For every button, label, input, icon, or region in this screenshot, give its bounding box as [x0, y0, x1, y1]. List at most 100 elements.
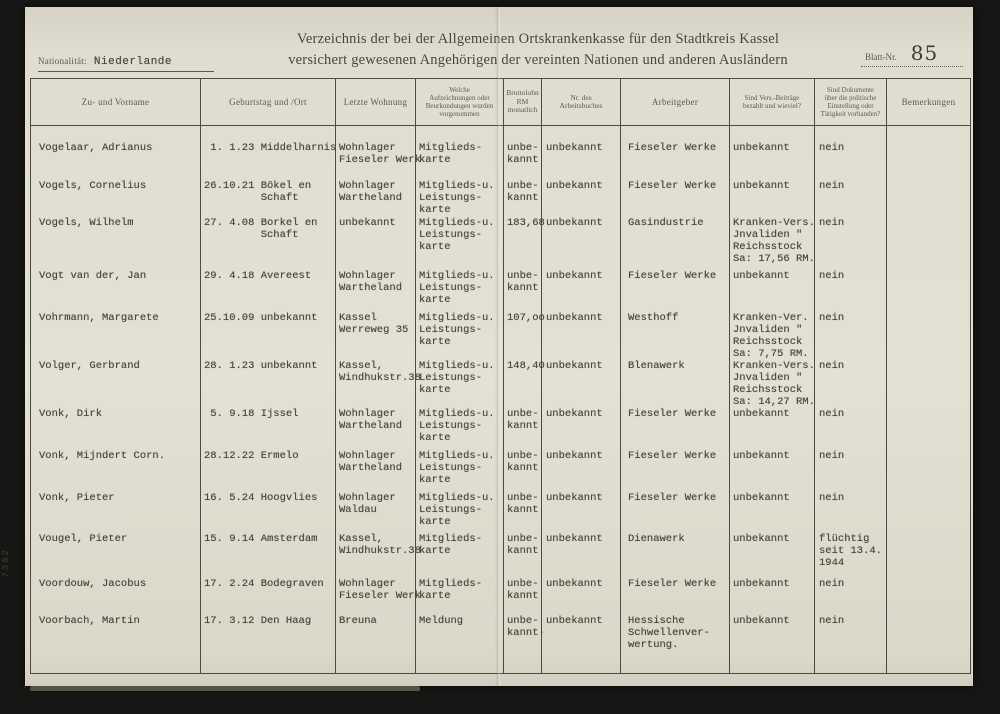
table-cell: unbekannt	[546, 180, 603, 192]
table-cell: Fieseler Werke	[628, 492, 717, 504]
table-cell	[887, 614, 970, 673]
header-gap	[201, 126, 335, 141]
table-cell: unbe- kannt	[507, 492, 539, 516]
table-cell: Kassel, Windhukstr.38	[339, 360, 421, 384]
table-cell: 107,oo	[507, 312, 545, 324]
table-cell: Fieseler Werke	[628, 450, 717, 462]
table-cell: 26.10.21 Bökel en Schaft	[204, 180, 312, 204]
table-cell	[887, 179, 970, 216]
table-cell: Mitglieds-u. Leistungs- karte	[419, 360, 495, 396]
table-cell: unbekannt	[546, 578, 603, 590]
sheet-label: Blatt-Nr.	[865, 52, 897, 62]
table-cell: Fieseler Werke	[628, 578, 717, 590]
table-cell: Vohrmann, Margarete	[39, 312, 159, 324]
header-gap	[730, 126, 814, 141]
header-gap	[887, 126, 970, 141]
table-cell: unbe- kannt	[507, 533, 539, 557]
table-cell: nein	[819, 408, 845, 420]
column-header: Nr. des Arbeitsbuches	[542, 79, 620, 126]
header-gap	[31, 126, 200, 141]
table-cell: unbekannt	[546, 312, 603, 324]
table-cell: 5. 9.18 Ijssel	[204, 408, 299, 420]
table-cell: unbekannt	[733, 180, 790, 192]
table-cell: Mitglieds-u. Leistungs- karte	[419, 217, 495, 253]
sheet-number: 85	[910, 41, 939, 65]
table-column: Bemerkungen	[887, 79, 971, 673]
table-cell: 183,68	[507, 217, 545, 229]
table-cell: Vonk, Pieter	[39, 492, 115, 504]
table-cell: 27. 4.08 Borkel en Schaft	[204, 217, 318, 241]
table-cell: Wohnlager Wartheland	[339, 180, 403, 204]
table-cell	[887, 491, 970, 532]
table-cell: 148,40	[507, 360, 545, 372]
sheet-number-field: Blatt-Nr. 85	[861, 41, 963, 67]
table-cell: unbekannt	[733, 492, 790, 504]
column-header: Arbeitgeber	[621, 79, 729, 126]
table-cell: unbekannt	[546, 533, 603, 545]
table-cell: Voorbach, Martin	[39, 615, 140, 627]
table-cell: Fieseler Werke	[628, 142, 717, 154]
table-cell: unbekannt	[733, 270, 790, 282]
table-cell: Mitglieds-u. Leistungs- karte	[419, 492, 495, 528]
table-cell: Voordouw, Jacobus	[39, 578, 147, 590]
header-gap	[504, 126, 541, 141]
table-column: Arbeitgeber Fieseler Werke Fieseler Werke G…	[621, 79, 730, 673]
table-cell: 28.12.22 Ermelo	[204, 450, 299, 462]
table-cell	[887, 311, 970, 359]
header-gap	[336, 126, 415, 141]
table-cell: unbe- kannt	[507, 450, 539, 474]
table-cell: nein	[819, 180, 845, 192]
table-cell: unbe- kannt	[507, 142, 539, 166]
table-cell: Mitglieds- karte	[419, 578, 483, 602]
table-cell: nein	[819, 270, 845, 282]
table-cell: unbekannt	[546, 360, 603, 372]
table-cell: nein	[819, 217, 845, 229]
table-cell: Vogels, Cornelius	[39, 180, 147, 192]
column-header: Geburtstag und /Ort	[201, 79, 335, 126]
title-line-1: Verzeichnis der bei der Allgemeinen Orts…	[296, 31, 780, 47]
table-cell: unbekannt	[546, 492, 603, 504]
table-cell: 1. 1.23 Middelharnis	[204, 142, 337, 154]
table-cell: flüchtig seit 13.4. 1944	[819, 533, 883, 569]
table-cell: unbekannt	[733, 450, 790, 462]
table-cell	[887, 532, 970, 577]
table-cell: Breuna	[339, 615, 377, 627]
header-gap	[542, 126, 620, 141]
table-cell: Kassel Werreweg 35	[339, 312, 409, 336]
table-cell: unbekannt	[546, 142, 603, 154]
table-cell: unbekannt	[733, 142, 790, 154]
table-cell: Vonk, Dirk	[39, 408, 103, 420]
table-cell: Gasindustrie	[628, 217, 704, 229]
table-cell: nein	[819, 312, 845, 324]
header-gap	[815, 126, 886, 141]
table-cell: unbekannt	[546, 408, 603, 420]
table-cell: nein	[819, 450, 845, 462]
table-cell: unbe- kannt	[507, 408, 539, 432]
table-cell	[887, 269, 970, 311]
table-cell: Vogels, Wilhelm	[39, 217, 134, 229]
table-cell: Vonk, Mijndert Corn.	[39, 450, 166, 462]
table-cell: unbekannt	[733, 408, 790, 420]
table-cell: nein	[819, 578, 845, 590]
table-cell: Volger, Gerbrand	[39, 360, 140, 372]
table-cell: unbekannt	[546, 615, 603, 627]
table-cell: Fieseler Werke	[628, 408, 717, 420]
table-cell: unbekannt	[733, 533, 790, 545]
column-header: Sind Vers.-Beiträge bezahlt und wieviel?	[730, 79, 814, 126]
column-header: Bemerkungen	[887, 79, 970, 126]
table-cell: unbe- kannt·	[507, 615, 545, 639]
table-cell: 17. 2.24 Bodegraven	[204, 578, 324, 590]
table-cell: Blenawerk	[628, 360, 685, 372]
register-table: Zu- und Vorname Vogelaar, Adrianus Vogels,…	[30, 78, 971, 674]
table-cell: 28. 1.23 unbekannt	[204, 360, 318, 372]
table-cell: Mitglieds-u. Leistungs- karte	[419, 312, 495, 348]
table-column: Sind Dokumente über die politische Einst…	[815, 79, 887, 673]
table-cell: Kassel, Windhukstr.38	[339, 533, 421, 557]
table-cell: Mitglieds-u. Leistungs- karte	[419, 180, 495, 216]
table-cell: unbekannt	[546, 217, 603, 229]
column-header: Welche Aufzeichnungen oder Beurkundungen…	[416, 79, 503, 126]
table-cell: unbe- kannt	[507, 578, 539, 602]
table-cell: nein	[819, 142, 845, 154]
table-cell: Vougel, Pieter	[39, 533, 128, 545]
